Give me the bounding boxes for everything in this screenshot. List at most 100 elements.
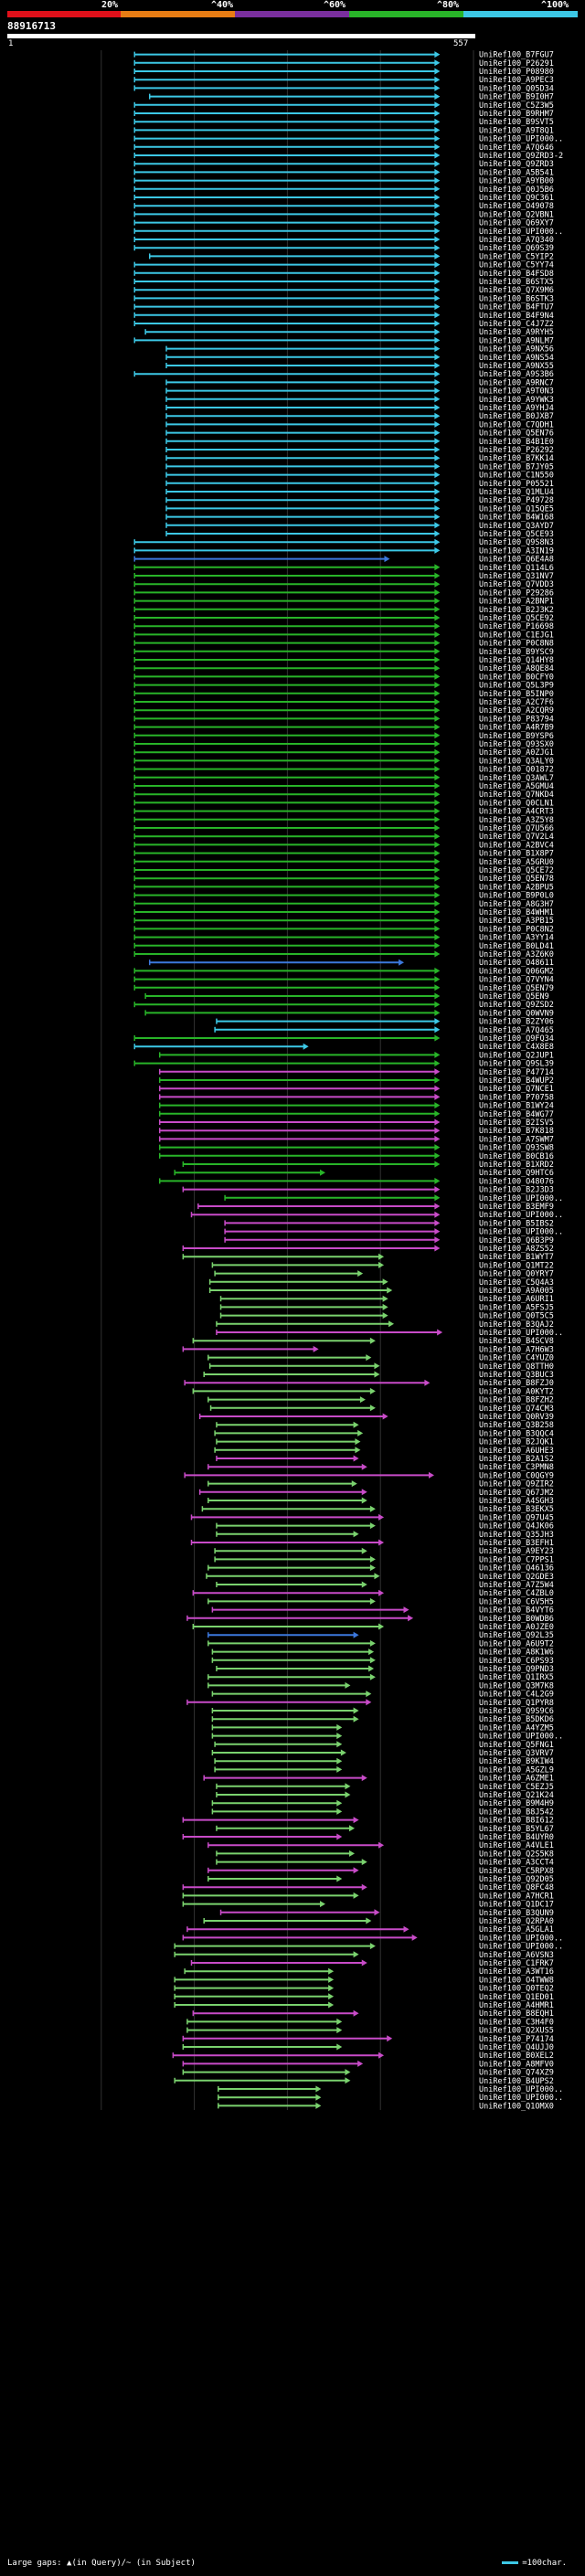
hit-id-label[interactable]: UniRef100_Q35JH3 bbox=[479, 1531, 554, 1540]
hit-id-label[interactable]: UniRef100_Q46136 bbox=[479, 1564, 554, 1574]
hit-row[interactable]: UniRef100_A9NX55 bbox=[165, 362, 554, 371]
hit-id-label[interactable]: UniRef100_Q0YRY7 bbox=[479, 1270, 554, 1279]
hit-id-label[interactable]: UniRef100_UPI000.. bbox=[479, 1733, 563, 1742]
hit-id-label[interactable]: UniRef100_P47714 bbox=[479, 1068, 554, 1077]
hit-id-label[interactable]: UniRef100_Q7VYN4 bbox=[479, 976, 554, 985]
hit-id-label[interactable]: UniRef100_B9RHM7 bbox=[479, 110, 554, 119]
hit-row[interactable]: UniRef100_A9YWK3 bbox=[165, 396, 554, 405]
hit-id-label[interactable]: UniRef100_Q9FQ34 bbox=[479, 1034, 554, 1044]
hit-id-label[interactable]: UniRef100_Q74XZ9 bbox=[479, 2069, 554, 2078]
hit-id-label[interactable]: UniRef100_O49078 bbox=[479, 202, 554, 211]
hit-row[interactable]: UniRef100_UPI000.. bbox=[182, 1934, 563, 1943]
hit-id-label[interactable]: UniRef100_A9EY23 bbox=[479, 1547, 554, 1556]
hit-id-label[interactable]: UniRef100_Q7V2L4 bbox=[479, 832, 554, 842]
hit-row[interactable]: UniRef100_P70758 bbox=[158, 1093, 554, 1102]
hit-id-label[interactable]: UniRef100_B2A1S2 bbox=[479, 1455, 554, 1464]
hit-row[interactable]: UniRef100_O48076 bbox=[158, 1177, 554, 1186]
hit-row[interactable]: UniRef100_Q92L35 bbox=[207, 1631, 554, 1640]
hit-id-label[interactable]: UniRef100_B9SVT5 bbox=[479, 118, 554, 127]
hit-id-label[interactable]: UniRef100_Q9S9C6 bbox=[479, 1707, 554, 1716]
hit-id-label[interactable]: UniRef100_B4SCV8 bbox=[479, 1337, 554, 1346]
hit-id-label[interactable]: UniRef100_A7H6W3 bbox=[479, 1345, 554, 1354]
hit-row[interactable]: UniRef100_B3EKX5 bbox=[201, 1505, 554, 1514]
hit-row[interactable]: UniRef100_A8QE84 bbox=[133, 664, 554, 673]
hit-row[interactable]: UniRef100_Q0WVN9 bbox=[144, 1009, 554, 1018]
hit-id-label[interactable]: UniRef100_A4R7B9 bbox=[479, 724, 554, 733]
hit-id-label[interactable]: UniRef100_Q1MLU4 bbox=[479, 488, 554, 497]
hit-row[interactable]: UniRef100_P08980 bbox=[133, 68, 554, 77]
hit-id-label[interactable]: UniRef100_B5DKD6 bbox=[479, 1715, 554, 1724]
hit-row[interactable]: UniRef100_Q3M7K8 bbox=[207, 1681, 554, 1691]
hit-id-label[interactable]: UniRef100_Q74CM3 bbox=[479, 1405, 554, 1414]
hit-id-label[interactable]: UniRef100_P05521 bbox=[479, 480, 554, 489]
hit-row[interactable]: UniRef100_Q9ZRD3 bbox=[133, 160, 554, 169]
hit-row[interactable]: UniRef100_P26292 bbox=[165, 446, 554, 455]
hit-id-label[interactable]: UniRef100_A6ZME1 bbox=[479, 1775, 554, 1784]
hit-id-label[interactable]: UniRef100_UPI000.. bbox=[479, 228, 563, 237]
hit-row[interactable]: UniRef100_A9YB00 bbox=[133, 177, 554, 186]
hit-row[interactable]: UniRef100_P29286 bbox=[133, 588, 554, 598]
hit-id-label[interactable]: UniRef100_Q1IRX5 bbox=[479, 1673, 554, 1682]
hit-row[interactable]: UniRef100_P74174 bbox=[182, 2035, 554, 2044]
hit-row[interactable]: UniRef100_C6V5H5 bbox=[207, 1597, 554, 1606]
hit-id-label[interactable]: UniRef100_B4FTU7 bbox=[479, 303, 554, 313]
hit-row[interactable]: UniRef100_Q0T5C5 bbox=[219, 1312, 554, 1321]
hit-row[interactable]: UniRef100_A5GZL9 bbox=[214, 1765, 554, 1775]
hit-id-label[interactable]: UniRef100_Q9HTC6 bbox=[479, 1169, 554, 1178]
hit-id-label[interactable]: UniRef100_C6V5H5 bbox=[479, 1597, 554, 1606]
hit-row[interactable]: UniRef100_A3YY14 bbox=[133, 934, 554, 943]
hit-row[interactable]: UniRef100_B4FSD8 bbox=[133, 270, 554, 279]
hit-row[interactable]: UniRef100_Q3B258 bbox=[216, 1421, 554, 1430]
hit-row[interactable]: UniRef100_Q2GDE3 bbox=[206, 1573, 554, 1582]
hit-row[interactable]: UniRef100_A6VSN3 bbox=[174, 1951, 554, 1960]
hit-id-label[interactable]: UniRef100_B6STK3 bbox=[479, 294, 554, 303]
hit-id-label[interactable]: UniRef100_P26292 bbox=[479, 446, 554, 455]
hit-id-label[interactable]: UniRef100_Q8FC48 bbox=[479, 1883, 554, 1892]
hit-id-label[interactable]: UniRef100_Q1MT22 bbox=[479, 1261, 554, 1270]
hit-id-label[interactable]: UniRef100_Q5EN79 bbox=[479, 984, 554, 993]
hit-id-label[interactable]: UniRef100_A3PB15 bbox=[479, 917, 554, 926]
hit-row[interactable]: UniRef100_Q9SL39 bbox=[133, 1060, 554, 1069]
hit-id-label[interactable]: UniRef100_Q5L3P9 bbox=[479, 682, 554, 691]
hit-row[interactable]: UniRef100_UPI000.. bbox=[218, 2094, 563, 2103]
hit-row[interactable]: UniRef100_C4YUZ0 bbox=[207, 1354, 554, 1363]
hit-id-label[interactable]: UniRef100_B0WDB6 bbox=[479, 1615, 554, 1624]
hit-id-label[interactable]: UniRef100_Q9ZIR2 bbox=[479, 1480, 554, 1489]
hit-id-label[interactable]: UniRef100_UPI000.. bbox=[479, 2094, 563, 2103]
hit-row[interactable]: UniRef100_Q9ZIR2 bbox=[207, 1480, 554, 1489]
hit-row[interactable]: UniRef100_A6URI1 bbox=[219, 1295, 554, 1304]
hit-row[interactable]: UniRef100_A8G3H7 bbox=[133, 900, 554, 909]
hit-row[interactable]: UniRef100_C5YIP2 bbox=[148, 252, 554, 261]
hit-row[interactable]: UniRef100_Q7VDD3 bbox=[133, 580, 554, 589]
hit-row[interactable]: UniRef100_P49728 bbox=[165, 496, 554, 505]
hit-id-label[interactable]: UniRef100_A6UHE3 bbox=[479, 1447, 554, 1456]
hit-row[interactable]: UniRef100_A3WT16 bbox=[184, 1967, 554, 1977]
hit-row[interactable]: UniRef100_Q9ZRD3-2 bbox=[133, 152, 563, 161]
hit-id-label[interactable]: UniRef100_B2J3K2 bbox=[479, 606, 554, 615]
hit-row[interactable]: UniRef100_B5YL67 bbox=[216, 1825, 554, 1834]
hit-row[interactable]: UniRef100_Q2VBN1 bbox=[133, 210, 554, 219]
hit-id-label[interactable]: UniRef100_Q15QE5 bbox=[479, 504, 554, 514]
hit-id-label[interactable]: UniRef100_A6VSN3 bbox=[479, 1951, 554, 1960]
hit-row[interactable]: UniRef100_C4J7Z2 bbox=[133, 320, 554, 329]
hit-row[interactable]: UniRef100_A7Q646 bbox=[133, 143, 554, 153]
hit-id-label[interactable]: UniRef100_UPI000.. bbox=[479, 1228, 563, 1237]
hit-id-label[interactable]: UniRef100_B5YL67 bbox=[479, 1825, 554, 1834]
hit-id-label[interactable]: UniRef100_A9A005 bbox=[479, 1287, 554, 1296]
hit-id-label[interactable]: UniRef100_B1WYT7 bbox=[479, 1253, 554, 1262]
hit-row[interactable]: UniRef100_Q4UJJ0 bbox=[182, 2043, 554, 2052]
hit-id-label[interactable]: UniRef100_A2BPU5 bbox=[479, 883, 554, 892]
hit-row[interactable]: UniRef100_Q4JK06 bbox=[216, 1522, 554, 1532]
hit-row[interactable]: UniRef100_B1X8P7 bbox=[133, 850, 554, 859]
hit-id-label[interactable]: UniRef100_P74174 bbox=[479, 2035, 554, 2044]
hit-row[interactable]: UniRef100_O4TWW8 bbox=[174, 1976, 554, 1985]
hit-row[interactable]: UniRef100_Q3BUC3 bbox=[203, 1371, 554, 1380]
hit-id-label[interactable]: UniRef100_A3WT16 bbox=[479, 1967, 554, 1977]
hit-id-label[interactable]: UniRef100_Q92L35 bbox=[479, 1631, 554, 1640]
hit-row[interactable]: UniRef100_A0KYT2 bbox=[192, 1387, 554, 1396]
hit-id-label[interactable]: UniRef100_Q3AYD7 bbox=[479, 522, 554, 531]
hit-id-label[interactable]: UniRef100_P70758 bbox=[479, 1093, 554, 1102]
hit-id-label[interactable]: UniRef100_C1N550 bbox=[479, 472, 554, 481]
hit-id-label[interactable]: UniRef100_A5B541 bbox=[479, 168, 554, 177]
hit-id-label[interactable]: UniRef100_Q05D34 bbox=[479, 84, 554, 93]
